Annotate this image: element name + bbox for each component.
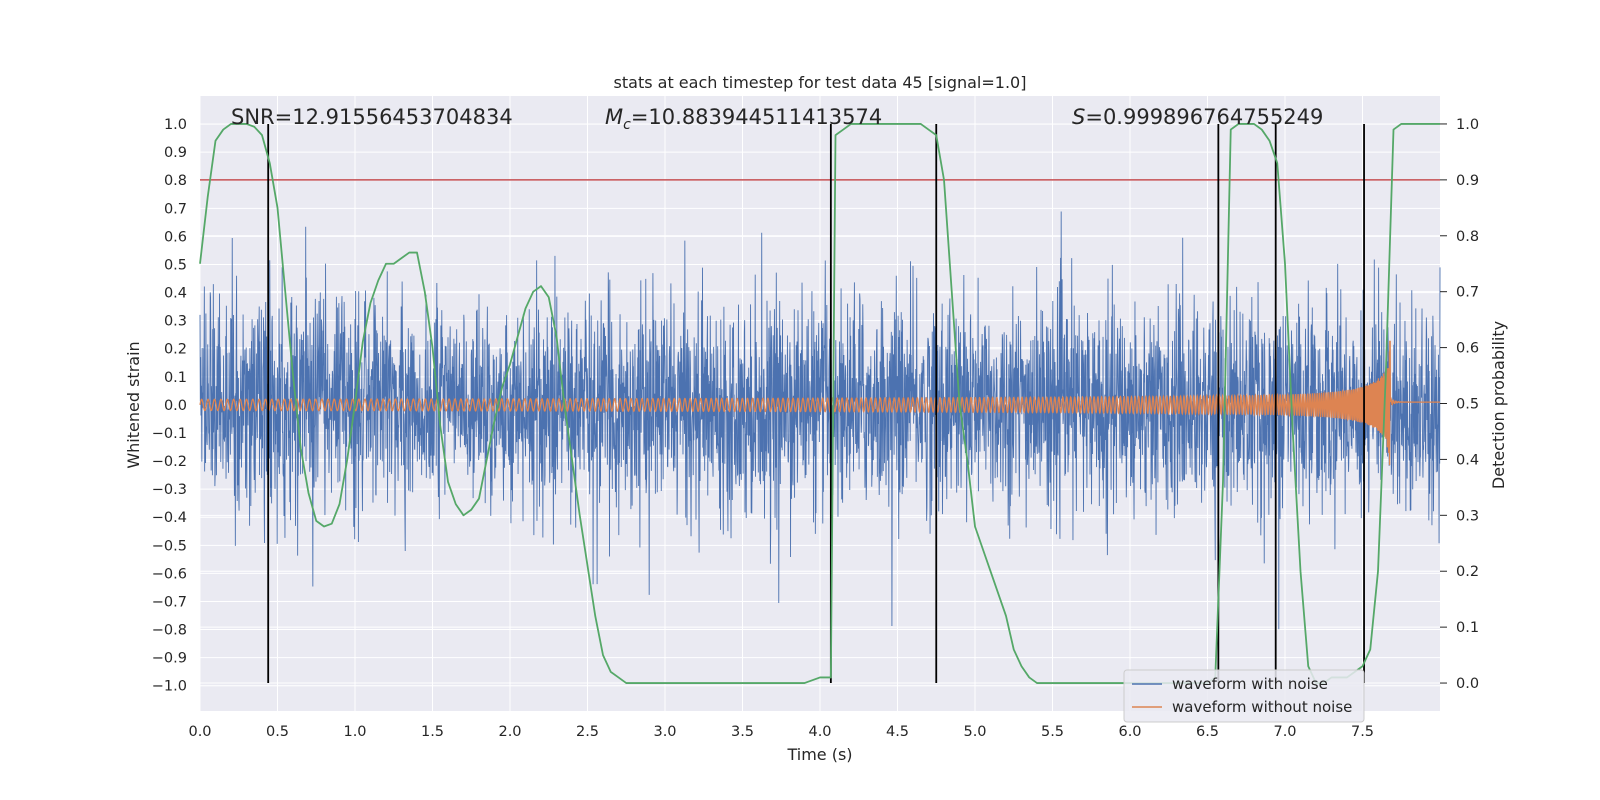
x-tick-label: 6.0 bbox=[1118, 724, 1141, 740]
x-axis-label: Time (s) bbox=[786, 745, 852, 764]
x-tick-label: 7.5 bbox=[1351, 724, 1374, 740]
chirp-mass-symbol: M bbox=[605, 105, 623, 129]
y2-tick-labels: 1.0 0.9 0.8 0.7 0.6 0.5 0.4 0.3 0.2 0.1 0.0 bbox=[1440, 117, 1479, 692]
x-tick-label: 3.0 bbox=[653, 724, 676, 740]
y-tick-labels: 1.0 0.9 0.8 0.7 0.6 0.5 0.4 0.3 0.2 0.1 0.0 −0.1 −0.… bbox=[152, 117, 187, 695]
y-tick-label: 0.2 bbox=[164, 342, 187, 358]
y2-tick-label: 0.8 bbox=[1456, 229, 1479, 245]
legend-label-noise: waveform with noise bbox=[1172, 675, 1328, 693]
legend-label-clean: waveform without noise bbox=[1172, 698, 1352, 716]
y-tick-label: −0.1 bbox=[152, 426, 187, 442]
y-tick-label: −0.8 bbox=[152, 623, 187, 639]
y-tick-label: −0.5 bbox=[152, 538, 187, 554]
y-tick-label: 0.1 bbox=[164, 370, 187, 386]
x-tick-label: 0.5 bbox=[266, 724, 289, 740]
x-tick-label: 4.0 bbox=[808, 724, 831, 740]
y-tick-label: −0.3 bbox=[152, 482, 187, 498]
score-symbol: S bbox=[1072, 105, 1085, 129]
probability-path bbox=[199, 123, 1440, 684]
series-detection-probability bbox=[199, 123, 1440, 684]
y2-tick-label: 0.5 bbox=[1456, 397, 1479, 413]
score-annotation: S=0.999896764755249 bbox=[1072, 105, 1323, 129]
y2-tick-label: 0.0 bbox=[1456, 676, 1479, 692]
y2-tick-label: 0.4 bbox=[1456, 452, 1479, 468]
y-tick-label: −0.2 bbox=[152, 454, 187, 470]
clean-waveform-path bbox=[199, 340, 1440, 466]
y2-tick-label: 0.2 bbox=[1456, 564, 1479, 580]
x-tick-label: 0.0 bbox=[188, 724, 211, 740]
y-axis-label: Whitened strain bbox=[124, 341, 143, 468]
x-tick-label: 5.5 bbox=[1041, 724, 1064, 740]
legend: waveform with noise waveform without noi… bbox=[1123, 669, 1365, 723]
chirp-mass-annotation: Mc=10.883944511413574 bbox=[605, 105, 882, 133]
y-tick-label: −0.7 bbox=[152, 594, 187, 610]
y-tick-label: −0.4 bbox=[152, 510, 187, 526]
score-value: =0.999896764755249 bbox=[1085, 105, 1323, 129]
y-tick-label: 0.9 bbox=[164, 145, 187, 161]
x-tick-label: 7.0 bbox=[1273, 724, 1296, 740]
series-waveform-without-noise bbox=[199, 340, 1440, 466]
y-tick-label: 0.4 bbox=[164, 286, 187, 302]
x-tick-label: 1.5 bbox=[421, 724, 444, 740]
y-tick-label: 0.7 bbox=[164, 201, 187, 217]
y2-tick-label: 0.9 bbox=[1456, 173, 1479, 189]
snr-annotation: SNR=12.91556453704834 bbox=[231, 105, 513, 129]
detection-vlines bbox=[267, 123, 1365, 684]
y-tick-label: 1.0 bbox=[164, 117, 187, 133]
y-tick-label: −0.6 bbox=[152, 566, 187, 582]
chirp-mass-value: =10.883944511413574 bbox=[631, 105, 882, 129]
y-tick-label: 0.6 bbox=[164, 229, 187, 245]
x-tick-label: 4.5 bbox=[886, 724, 909, 740]
legend-box bbox=[1123, 669, 1365, 723]
y2-tick-label: 0.1 bbox=[1456, 620, 1479, 636]
x-tick-label: 3.5 bbox=[731, 724, 754, 740]
x-tick-label: 1.0 bbox=[343, 724, 366, 740]
y2-tick-label: 0.6 bbox=[1456, 341, 1479, 357]
chart-title: stats at each timestep for test data 45 … bbox=[614, 73, 1027, 92]
noise-waveform-path bbox=[199, 211, 1441, 630]
x-tick-label: 2.5 bbox=[576, 724, 599, 740]
x-tick-label: 2.0 bbox=[498, 724, 521, 740]
series-waveform-with-noise bbox=[199, 211, 1441, 630]
y-tick-label: 0.5 bbox=[164, 257, 187, 273]
x-tick-label: 5.0 bbox=[963, 724, 986, 740]
y2-axis-label: Detection probability bbox=[1489, 321, 1508, 489]
y2-tick-label: 1.0 bbox=[1456, 117, 1479, 133]
x-tick-label: 6.5 bbox=[1196, 724, 1219, 740]
chirp-mass-subscript: c bbox=[623, 117, 631, 133]
y-tick-label: 0.0 bbox=[164, 398, 187, 414]
y-tick-label: 0.8 bbox=[164, 173, 187, 189]
y2-tick-label: 0.7 bbox=[1456, 285, 1479, 301]
y-tick-label: −0.9 bbox=[152, 651, 187, 667]
y-tick-label: 0.3 bbox=[164, 314, 187, 330]
y-tick-label: −1.0 bbox=[152, 679, 187, 695]
y2-tick-label: 0.3 bbox=[1456, 508, 1479, 524]
x-tick-labels: 0.0 0.5 1.0 1.5 2.0 2.5 3.0 3.5 4.0 4.5 5.0 5.5 6.0 6… bbox=[188, 724, 1374, 740]
